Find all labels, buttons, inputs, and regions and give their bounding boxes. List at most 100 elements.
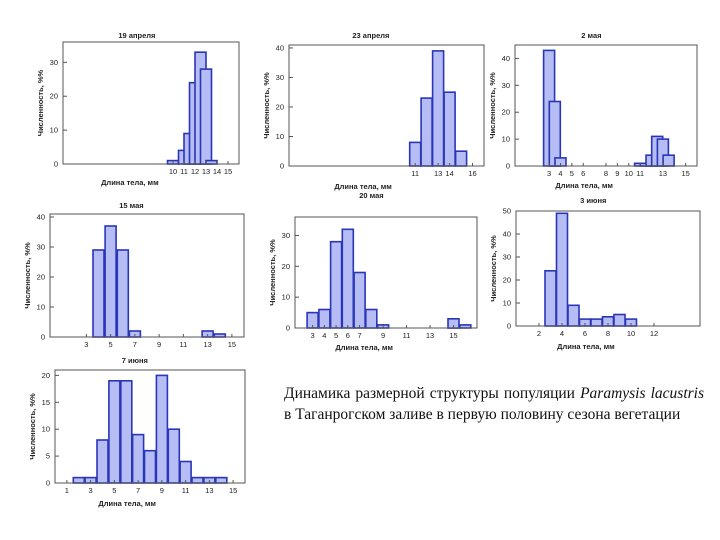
bar <box>120 379 133 484</box>
y-tick-label: 15 <box>42 398 50 407</box>
x-axis-label: Длина тела, мм <box>335 343 393 352</box>
x-tick-label: 8 <box>606 329 610 338</box>
bar <box>155 374 169 484</box>
bar <box>329 240 343 329</box>
x-tick-label: 14 <box>213 167 221 176</box>
chart-title: 7 июня <box>122 356 148 365</box>
y-tick-label: 50 <box>503 207 511 216</box>
bar <box>590 318 603 327</box>
y-tick-label: 40 <box>502 54 510 63</box>
y-tick-label: 10 <box>50 126 58 135</box>
y-tick-label: 30 <box>37 243 45 252</box>
y-tick-label: 40 <box>37 213 45 222</box>
x-axis-label: Длина тела, мм <box>334 182 392 191</box>
bar <box>143 449 157 484</box>
plot-frame <box>49 213 245 338</box>
y-tick-label: 0 <box>507 322 511 331</box>
y-tick-label: 30 <box>282 231 290 240</box>
x-tick-label: 3 <box>311 331 315 340</box>
bar <box>72 476 86 484</box>
y-axis-label: Численность, %% <box>28 393 37 460</box>
x-tick-label: 7 <box>136 486 140 495</box>
x-tick-label: 14 <box>445 169 453 178</box>
x-tick-label: 5 <box>109 340 113 349</box>
bar <box>104 225 117 338</box>
bar <box>548 100 562 167</box>
y-tick-label: 20 <box>503 276 511 285</box>
bar <box>199 68 213 165</box>
y-tick-label: 40 <box>503 230 511 239</box>
chart-title: 15 мая <box>119 201 143 210</box>
bar <box>108 379 121 484</box>
x-tick-label: 11 <box>636 169 644 178</box>
chart-5: 0 10 20 30 3 4 5 6 7 9 11 13 15 20 мая Длина тела, мм Ч… <box>268 191 478 352</box>
bar <box>179 460 192 484</box>
x-tick-label: 11 <box>411 169 419 178</box>
bar <box>96 439 109 484</box>
x-tick-label: 11 <box>403 331 411 340</box>
y-tick-label: 10 <box>276 132 284 141</box>
x-tick-label: 2 <box>537 329 541 338</box>
y-tick-label: 0 <box>286 324 290 333</box>
plot-frame <box>514 44 698 167</box>
caption-species: Paramysis lacustris <box>580 385 704 402</box>
plot-frame <box>288 44 485 167</box>
x-tick-label: 12 <box>650 329 658 338</box>
y-tick-label: 10 <box>502 135 510 144</box>
plot-frame <box>294 216 478 329</box>
x-tick-label: 4 <box>558 169 562 178</box>
plot-frame <box>515 210 701 327</box>
x-tick-label: 9 <box>381 331 385 340</box>
y-tick-label: 20 <box>282 262 290 271</box>
y-tick-label: 0 <box>280 162 284 171</box>
bar <box>92 249 105 338</box>
x-tick-label: 5 <box>334 331 338 340</box>
bar <box>431 50 445 167</box>
chart-title: 20 мая <box>359 191 383 200</box>
chart-title: 2 мая <box>581 31 601 40</box>
x-tick-label: 16 <box>468 169 476 178</box>
x-tick-label: 6 <box>581 169 585 178</box>
chart-4: 0 10 20 30 40 3 5 7 9 11 13 15 15 мая Численность, %% <box>23 201 245 349</box>
bar <box>613 313 626 327</box>
y-tick-label: 20 <box>42 371 50 380</box>
bar <box>555 212 569 327</box>
x-tick-label: 4 <box>560 329 564 338</box>
bar <box>353 271 366 329</box>
y-tick-label: 30 <box>503 253 511 262</box>
bar <box>408 141 422 167</box>
chart-title: 19 апреля <box>118 31 155 40</box>
y-axis-label: Численность, %% <box>268 239 277 306</box>
x-tick-label: 10 <box>169 167 177 176</box>
chart-6: 0 10 20 30 40 50 2 4 6 8 10 12 3 июня Длина тела, мм Ч… <box>489 196 701 351</box>
bar <box>131 433 145 484</box>
y-axis-label: Численность, %% <box>23 242 32 309</box>
caption-suffix: в Таганрогском заливе в первую половину … <box>284 406 681 423</box>
x-axis-label: Длина тела, мм <box>557 342 615 351</box>
plot-frame <box>54 369 246 484</box>
x-tick-label: 15 <box>449 331 457 340</box>
y-tick-label: 0 <box>41 333 45 342</box>
x-tick-label: 15 <box>681 169 689 178</box>
chart-2: 0 10 20 30 40 11 13 14 16 23 апреля Длина тела, мм… <box>262 31 485 191</box>
y-tick-label: 10 <box>42 425 50 434</box>
x-axis-label: Длина тела, мм <box>101 178 159 187</box>
y-axis-label: Численность, %% <box>36 69 45 136</box>
y-tick-label: 30 <box>50 58 58 67</box>
bar <box>443 91 456 167</box>
x-tick-label: 12 <box>191 167 199 176</box>
x-tick-label: 5 <box>112 486 116 495</box>
y-tick-label: 0 <box>506 162 510 171</box>
figure-caption: Динамика размерной структуры популяции P… <box>284 383 704 425</box>
x-tick-label: 15 <box>229 486 237 495</box>
y-tick-label: 10 <box>503 299 511 308</box>
x-tick-label: 8 <box>604 169 608 178</box>
x-tick-label: 9 <box>157 340 161 349</box>
y-tick-label: 20 <box>37 273 45 282</box>
x-tick-label: 7 <box>357 331 361 340</box>
x-tick-label: 7 <box>133 340 137 349</box>
bar <box>544 269 557 327</box>
x-axis-label: Длина тела, мм <box>555 181 613 190</box>
